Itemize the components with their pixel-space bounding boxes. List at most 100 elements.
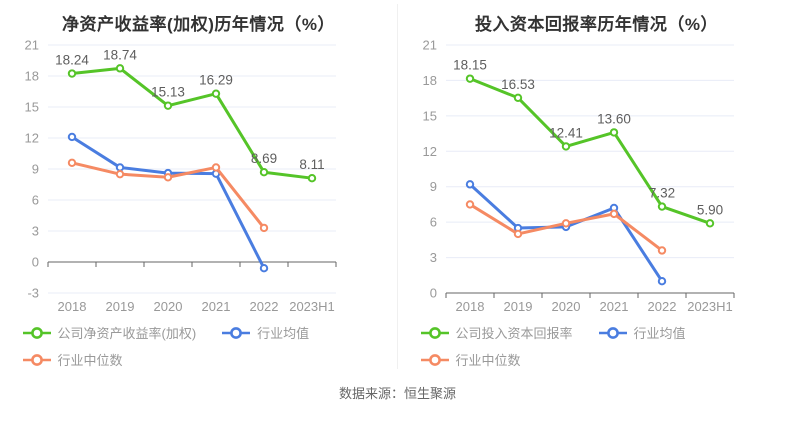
data-point [259, 223, 269, 233]
data-point-label: 16.53 [501, 77, 535, 92]
y-tick-label: 12 [25, 131, 39, 146]
legend-marker-icon [598, 326, 627, 339]
chart-svg: 21 18 15 12 9 6 3 0 -3 2018 2019 2020 2021 2022 2023H1… [25, 38, 337, 314]
data-point [115, 169, 125, 179]
data-point-label: 18.24 [55, 53, 89, 68]
data-point [705, 219, 715, 228]
data-point-label: 12.41 [549, 125, 583, 140]
y-tick-label: 15 [423, 108, 437, 123]
data-point [307, 173, 317, 183]
data-point [67, 69, 77, 78]
legend-item-1[interactable]: 行业均值 [222, 323, 309, 342]
legend-marker-circle [606, 326, 619, 339]
data-point [513, 229, 523, 239]
legend-marker-circle [30, 326, 43, 339]
x-tick-label: 2023H1 [687, 299, 733, 314]
data-point-label: 8.69 [251, 151, 277, 166]
y-tick-label: 21 [25, 38, 39, 53]
legend-roe: 公司净资产收益率(加权) 行业均值行业中位数 [22, 323, 375, 369]
legend-marker-circle [428, 326, 441, 339]
data-point [211, 163, 221, 172]
data-point [67, 132, 77, 142]
y-tick-label: 9 [430, 179, 437, 194]
data-point-label: 8.11 [299, 157, 324, 172]
data-point [465, 200, 475, 209]
x-tick-label: 2022 [648, 299, 677, 314]
data-point [561, 219, 571, 228]
legend-marker-circle [230, 326, 243, 339]
chart-title-roic: 投入资本回报率历年情况（%） [474, 15, 719, 34]
data-point-label: 15.13 [151, 85, 185, 100]
series-line-0 [468, 77, 712, 225]
legend-item-2[interactable]: 行业中位数 [420, 350, 521, 369]
y-tick-label: 6 [430, 215, 437, 230]
data-point [211, 89, 221, 98]
legend-label: 行业中位数 [57, 353, 123, 368]
line-chart-roic: 21 18 15 12 9 6 3 0 2018 2019 2020 2021 2022 2023H1 18… [398, 37, 795, 323]
x-tick-label: 2020 [552, 299, 581, 314]
chart-title-roe: 净资产收益率(加权)历年情况（%） [62, 15, 335, 34]
data-point [115, 64, 125, 73]
legend-label: 行业均值 [633, 326, 686, 341]
data-point [561, 142, 571, 151]
y-tick-label: 3 [32, 224, 39, 239]
legend-marker-icon [22, 326, 51, 339]
y-tick-label: 9 [32, 162, 39, 177]
data-point [163, 173, 173, 182]
data-point [465, 180, 475, 189]
legend-marker-circle [428, 353, 441, 366]
x-tick-label: 2018 [58, 299, 87, 314]
charts-row: 净资产收益率(加权)历年情况（%） 21 18 15 12 9 6 3 0 -3 2018 2019… [0, 4, 795, 369]
legend-marker-icon [22, 353, 51, 366]
legend-item-0[interactable]: 公司净资产收益率(加权) [22, 323, 197, 342]
x-tick-label: 2020 [154, 299, 183, 314]
data-point-label: 5.90 [697, 202, 723, 217]
y-tick-label: 18 [25, 69, 39, 84]
x-tick-label: 2019 [106, 299, 135, 314]
data-point [609, 128, 619, 137]
series-line-1 [468, 182, 664, 283]
y-tick-label: 15 [25, 100, 39, 115]
chart-panel-roe: 净资产收益率(加权)历年情况（%） 21 18 15 12 9 6 3 0 -3 2018 2019… [0, 4, 397, 369]
legend-item-2[interactable]: 行业中位数 [22, 350, 123, 369]
data-point [657, 276, 667, 286]
legend-label: 公司净资产收益率(加权) [57, 326, 197, 341]
line-chart-roe: 21 18 15 12 9 6 3 0 -3 2018 2019 2020 2021 2022 2023H1… [0, 37, 397, 323]
data-point [259, 168, 269, 177]
data-point [259, 264, 269, 273]
y-tick-label: 21 [423, 38, 437, 53]
legend-label: 行业均值 [257, 326, 310, 341]
chart-svg: 21 18 15 12 9 6 3 0 2018 2019 2020 2021 2022 2023H1 18… [423, 38, 735, 314]
legend-item-0[interactable]: 公司投入资本回报率 [420, 323, 573, 342]
data-point-label: 18.15 [453, 58, 487, 73]
series-line-0 [70, 66, 314, 180]
y-tick-label: 3 [430, 250, 437, 265]
legend-marker-icon [222, 326, 251, 339]
x-tick-label: 2022 [250, 299, 279, 314]
x-tick-label: 2021 [600, 299, 629, 314]
data-point-label: 13.60 [597, 111, 631, 126]
x-tick-label: 2018 [456, 299, 485, 314]
data-point [657, 246, 667, 255]
legend-marker-icon [420, 326, 449, 339]
x-tick-label: 2019 [504, 299, 533, 314]
y-tick-label: 0 [32, 255, 39, 270]
data-point [67, 158, 77, 168]
data-point [163, 101, 173, 110]
x-tick-label: 2023H1 [289, 299, 335, 314]
legend-item-1[interactable]: 行业均值 [598, 323, 686, 342]
legend-label: 行业中位数 [455, 353, 521, 368]
source-note: 数据来源：恒生聚源 [338, 386, 456, 401]
legend-marker-icon [420, 353, 449, 366]
y-tick-label: 12 [423, 144, 437, 159]
data-point-label: 7.32 [649, 186, 675, 201]
y-tick-label: 0 [430, 286, 437, 301]
legend-marker-circle [30, 353, 43, 366]
data-point [465, 74, 475, 83]
x-tick-label: 2021 [202, 299, 231, 314]
data-point [609, 209, 619, 219]
data-point [513, 93, 523, 102]
data-point [657, 202, 667, 211]
series-line-1 [70, 135, 266, 270]
